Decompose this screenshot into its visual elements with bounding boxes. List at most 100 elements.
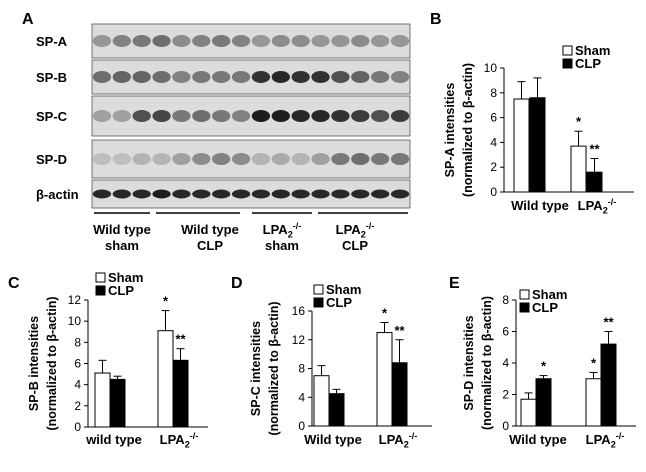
blot-band xyxy=(311,153,330,165)
blot-band xyxy=(251,110,271,122)
blot-band xyxy=(92,110,112,122)
blot-band xyxy=(172,189,191,199)
legend-swatch xyxy=(562,58,573,69)
blot-band xyxy=(331,35,350,47)
blot-band xyxy=(152,71,171,83)
blot-band xyxy=(291,189,310,199)
blot-band xyxy=(371,71,390,83)
bar xyxy=(94,372,111,428)
blot-band xyxy=(331,189,350,199)
blot-band xyxy=(351,110,370,122)
y-tick-label: 12 xyxy=(68,293,82,307)
y-tick-label: 0 xyxy=(490,185,497,199)
blot-band xyxy=(152,110,171,122)
blot-band xyxy=(291,35,310,47)
blot-band xyxy=(271,35,290,47)
blot-row-label: SP-B xyxy=(36,70,67,85)
legend-label: CLP xyxy=(575,56,601,71)
blot-row-label: SP-D xyxy=(36,152,67,167)
category-label: Wild type xyxy=(509,432,567,447)
legend-label: Sham xyxy=(326,282,361,297)
blot-band xyxy=(390,153,410,165)
blot-band xyxy=(172,153,191,165)
blot-band xyxy=(251,71,271,83)
legend-label: CLP xyxy=(532,300,558,315)
panel-letter-B: B xyxy=(430,11,442,28)
blot-band xyxy=(172,35,191,47)
category-label: Wild type xyxy=(511,198,569,213)
blot-band xyxy=(231,110,251,122)
blot-group-sublabel: sham xyxy=(265,238,299,253)
bar xyxy=(535,378,552,427)
y-tick-label: 6 xyxy=(502,325,509,339)
blot-band xyxy=(192,35,211,47)
y-tick-label: 0 xyxy=(298,419,305,433)
blot-band xyxy=(112,71,131,83)
blot-group-sublabel: CLP xyxy=(342,238,368,253)
y-axis-label: SP-C intensities xyxy=(249,321,263,416)
blot-band xyxy=(371,35,390,47)
blot-band xyxy=(371,153,390,165)
blot-row-label: SP-C xyxy=(36,109,68,124)
category-label: LPA2-/- xyxy=(160,431,199,449)
blot-band xyxy=(311,189,330,199)
bar xyxy=(172,359,189,428)
y-tick-label: 12 xyxy=(292,333,306,347)
significance-marker: * xyxy=(576,114,582,129)
blot-group-label: LPA2-/- xyxy=(263,221,302,239)
legend-label: CLP xyxy=(108,283,134,298)
blot-band xyxy=(132,189,151,199)
blot-band xyxy=(271,189,290,199)
legend-swatch xyxy=(519,302,530,313)
category-label: LPA2-/- xyxy=(379,431,418,449)
blot-band xyxy=(212,189,231,199)
blot-band xyxy=(132,35,151,47)
y-tick-label: 2 xyxy=(502,388,509,402)
legend-label: Sham xyxy=(532,287,567,302)
blot-band xyxy=(132,110,151,122)
blot-band xyxy=(311,71,330,83)
bar xyxy=(520,398,537,427)
blot-band xyxy=(251,189,271,199)
y-axis-label: (normalized to β-actin) xyxy=(480,296,494,430)
blot-group-label: Wild type xyxy=(181,222,239,237)
y-tick-label: 4 xyxy=(298,390,305,404)
blot-band xyxy=(152,153,171,165)
legend-swatch xyxy=(519,289,530,300)
blot-band xyxy=(390,35,410,47)
blot-group-label: LPA2-/- xyxy=(336,221,375,239)
y-tick-label: 2 xyxy=(490,160,497,174)
blot-band xyxy=(331,71,350,83)
blot-band xyxy=(112,153,131,165)
significance-marker: * xyxy=(541,359,547,374)
blot-band xyxy=(192,71,211,83)
y-axis-label: SP-A intensities xyxy=(443,83,457,178)
blot-band xyxy=(291,71,310,83)
chart-E: 0 2 4 6 8 SP-D intensities (normalized to β-ac… xyxy=(462,287,636,449)
legend-label: Sham xyxy=(575,43,610,58)
blot-band xyxy=(212,110,231,122)
y-axis-label: (normalized to β-actin) xyxy=(267,301,281,435)
bar xyxy=(570,145,587,193)
y-tick-label: 4 xyxy=(502,356,509,370)
category-label: LPA2-/- xyxy=(578,197,617,215)
bar xyxy=(585,378,602,427)
y-tick-label: 8 xyxy=(490,86,497,100)
panel-letter-D: D xyxy=(231,275,243,292)
significance-marker: ** xyxy=(603,315,614,330)
legend-swatch xyxy=(313,297,324,308)
y-tick-label: 10 xyxy=(68,314,82,328)
blot-band xyxy=(212,153,231,165)
category-label: Wild type xyxy=(304,432,362,447)
bar xyxy=(157,330,174,428)
blot-band xyxy=(92,71,112,83)
legend-label: CLP xyxy=(326,295,352,310)
y-tick-label: 4 xyxy=(74,378,81,392)
legend-swatch xyxy=(562,45,573,56)
blot-group-label: Wild type xyxy=(93,222,151,237)
blot-band xyxy=(92,35,112,47)
blot-band xyxy=(192,153,211,165)
blot-band xyxy=(390,189,410,199)
